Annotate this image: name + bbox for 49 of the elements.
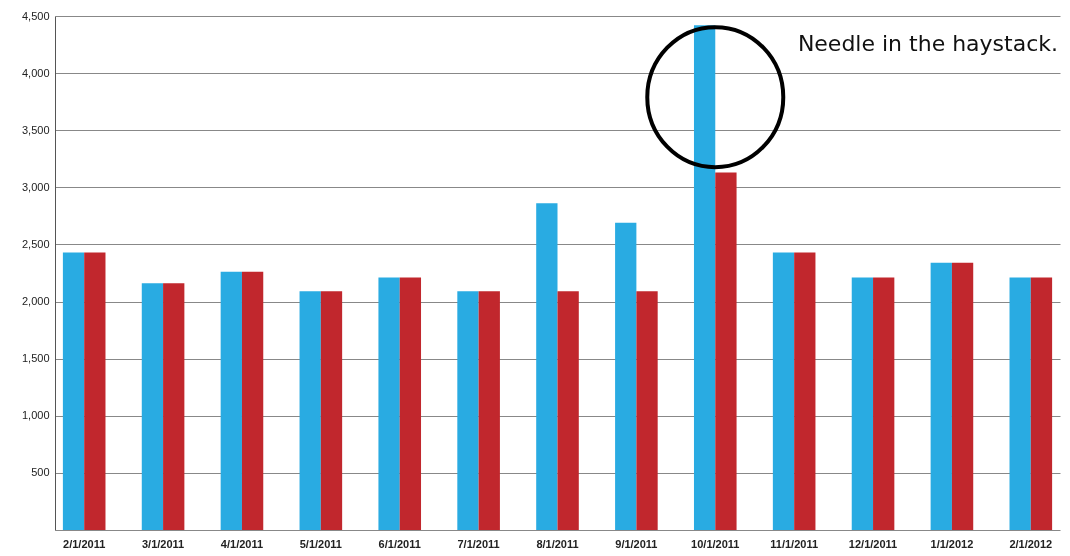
- bar: [399, 277, 422, 530]
- x-tick-label: 10/1/2011: [691, 537, 740, 550]
- bar: [772, 252, 795, 530]
- bar: [930, 262, 952, 530]
- bar: [378, 277, 400, 530]
- y-tick-label: 4,500: [21, 9, 50, 22]
- y-tick-label: 500: [31, 466, 50, 479]
- bar: [794, 252, 816, 530]
- y-tick-label: 2,000: [21, 295, 50, 308]
- x-tick-label: 4/1/2011: [220, 537, 264, 550]
- x-tick-label: 5/1/2011: [299, 537, 342, 550]
- x-tick-label: 8/1/2011: [536, 537, 579, 550]
- bar: [951, 262, 974, 530]
- bar: [478, 291, 500, 530]
- bar: [163, 283, 185, 530]
- bar: [851, 277, 874, 530]
- bar: [299, 291, 321, 530]
- bar: [457, 291, 479, 530]
- bar: [241, 271, 264, 530]
- x-tick-label: 11/1/2011: [770, 537, 819, 550]
- x-tick-label: 1/1/2012: [930, 537, 974, 550]
- x-tick-label: 2/1/2011: [63, 537, 106, 550]
- bar: [715, 172, 737, 530]
- annotation: Needle in the haystack.: [797, 31, 1058, 56]
- bar: [557, 291, 579, 530]
- x-tick-label: 9/1/2011: [615, 537, 658, 550]
- bar: [320, 291, 343, 530]
- y-tick-label: 3,000: [21, 180, 50, 193]
- y-tick-label: 2,500: [21, 237, 50, 250]
- bar: [636, 291, 658, 530]
- y-tick-label: 4,000: [21, 66, 50, 79]
- bar: [1009, 277, 1031, 530]
- bar: [84, 252, 106, 530]
- bar: [141, 283, 164, 530]
- bar: [62, 252, 85, 530]
- bar: [693, 25, 716, 530]
- x-tick-label: 2/1/2012: [1009, 537, 1053, 550]
- y-tick-label: 3,500: [21, 123, 50, 136]
- y-tick-label: 1,000: [21, 409, 50, 422]
- bar: [615, 222, 637, 530]
- x-tick-label: 6/1/2011: [378, 537, 421, 550]
- x-tick-label: 12/1/2011: [848, 537, 898, 550]
- x-tick-label: 7/1/2011: [457, 537, 500, 550]
- y-tick-label: 1,500: [21, 352, 50, 365]
- bar: [873, 277, 895, 530]
- bar: [220, 271, 242, 530]
- x-tick-label: 3/1/2011: [141, 537, 185, 550]
- bar: [1030, 277, 1053, 530]
- bar: [536, 203, 558, 530]
